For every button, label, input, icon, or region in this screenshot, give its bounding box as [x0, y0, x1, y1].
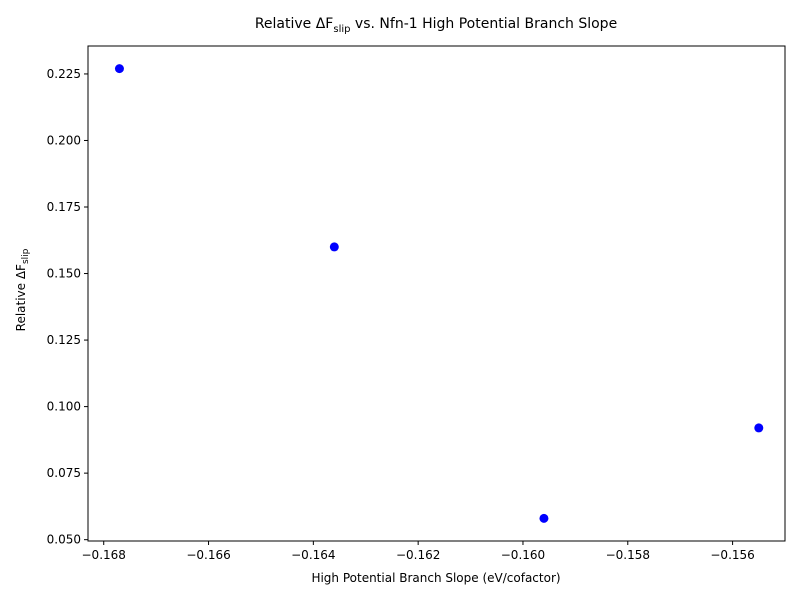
data-point: [114, 64, 124, 74]
y-tick-label: 0.175: [47, 200, 81, 214]
y-axis-label-subscript: slip: [21, 248, 31, 264]
x-tick-label: −0.160: [501, 548, 545, 562]
data-point: [539, 513, 549, 523]
chart-title-subscript: slip: [333, 24, 350, 35]
y-tick-label: 0.125: [47, 333, 81, 347]
y-tick-label: 0.200: [47, 133, 81, 147]
y-tick-label: 0.225: [47, 67, 81, 81]
x-tick-label: −0.158: [606, 548, 650, 562]
x-tick-label: −0.162: [396, 548, 440, 562]
y-axis-label: Relative ΔFslip: [14, 248, 31, 331]
y-axis-label-prefix: Relative ΔF: [14, 264, 28, 331]
plot-area: −0.168 −0.166 −0.164 −0.162 −0.160 −0.158 −0.1…: [47, 45, 786, 562]
x-tick-label: −0.156: [710, 548, 754, 562]
chart-title-suffix: vs. Nfn-1 High Potential Branch Slope: [350, 16, 617, 32]
plot-frame: [87, 45, 786, 542]
y-tick-label: 0.075: [47, 466, 81, 480]
x-axis-label: High Potential Branch Slope (eV/cofactor…: [311, 571, 560, 585]
x-tick-label: −0.166: [186, 548, 230, 562]
chart-title: Relative ΔFslip vs. Nfn-1 High Potential…: [255, 16, 617, 35]
x-tick-label: −0.164: [291, 548, 335, 562]
chart-title-prefix: Relative ΔF: [255, 16, 334, 32]
y-tick-label: 0.050: [47, 533, 81, 547]
y-tick-label: 0.100: [47, 400, 81, 414]
data-point: [754, 423, 764, 433]
y-tick-label: 0.150: [47, 267, 81, 281]
x-tick-label: −0.168: [82, 548, 126, 562]
data-point: [329, 242, 339, 252]
